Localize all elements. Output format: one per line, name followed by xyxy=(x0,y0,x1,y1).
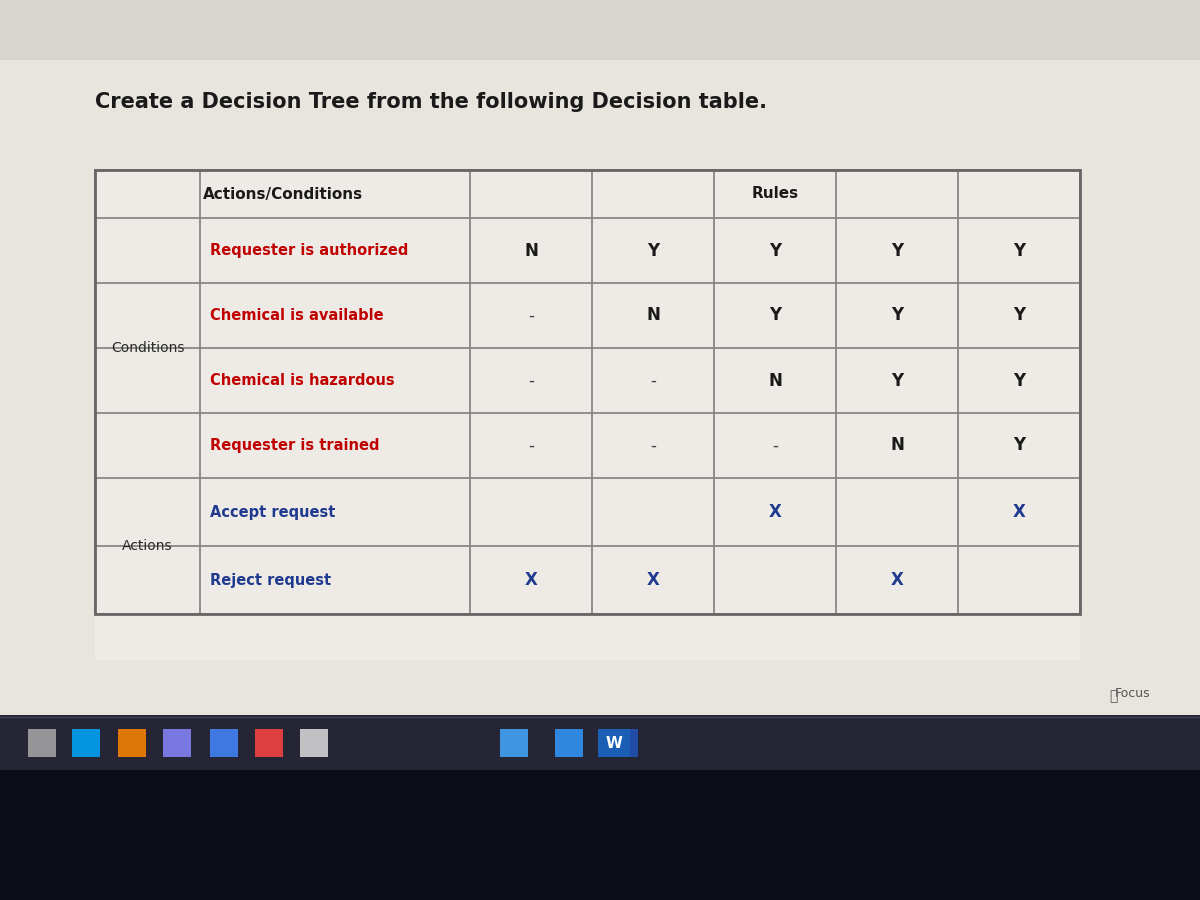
Text: Y: Y xyxy=(890,241,904,259)
Text: Chemical is available: Chemical is available xyxy=(210,308,384,323)
Text: -: - xyxy=(650,372,656,390)
Text: Y: Y xyxy=(1013,241,1025,259)
Bar xyxy=(210,729,238,757)
Bar xyxy=(554,729,583,757)
Bar xyxy=(300,729,328,757)
Bar xyxy=(0,845,1200,900)
Text: Rules: Rules xyxy=(751,186,798,202)
Text: -: - xyxy=(650,436,656,454)
Text: Y: Y xyxy=(890,372,904,390)
Text: X: X xyxy=(768,503,781,521)
Bar xyxy=(0,0,1200,770)
Text: Y: Y xyxy=(647,241,659,259)
Bar xyxy=(0,750,1200,850)
Text: Requester is authorized: Requester is authorized xyxy=(210,243,408,258)
Text: N: N xyxy=(524,241,538,259)
Text: ⎙: ⎙ xyxy=(1110,689,1118,703)
Text: -: - xyxy=(528,307,534,325)
Text: Y: Y xyxy=(769,307,781,325)
Text: N: N xyxy=(646,307,660,325)
Text: Actions/Conditions: Actions/Conditions xyxy=(203,186,362,202)
Text: Y: Y xyxy=(1013,307,1025,325)
Bar xyxy=(95,170,1080,660)
Text: X: X xyxy=(890,571,904,589)
Bar xyxy=(72,729,100,757)
Bar xyxy=(28,729,56,757)
Text: X: X xyxy=(647,571,660,589)
Bar xyxy=(0,0,1200,60)
Text: Y: Y xyxy=(1013,436,1025,454)
Bar xyxy=(0,770,1200,900)
Text: X: X xyxy=(524,571,538,589)
Text: -: - xyxy=(528,436,534,454)
Text: Y: Y xyxy=(890,307,904,325)
Text: Conditions: Conditions xyxy=(110,341,185,355)
Text: Focus: Focus xyxy=(1115,687,1150,700)
Text: X: X xyxy=(1013,503,1026,521)
Text: Accept request: Accept request xyxy=(210,505,335,519)
Bar xyxy=(610,729,638,757)
Text: Actions: Actions xyxy=(122,539,173,553)
Bar xyxy=(95,170,1080,614)
Bar xyxy=(0,715,1200,770)
Bar xyxy=(118,729,146,757)
Bar xyxy=(256,729,283,757)
Text: N: N xyxy=(768,372,782,390)
Text: Create a Decision Tree from the following Decision table.: Create a Decision Tree from the followin… xyxy=(95,92,767,112)
Bar xyxy=(0,749,1200,752)
Bar xyxy=(598,729,630,757)
Text: N: N xyxy=(890,436,904,454)
Bar xyxy=(163,729,191,757)
Text: -: - xyxy=(528,372,534,390)
Text: Y: Y xyxy=(1013,372,1025,390)
Bar xyxy=(500,729,528,757)
Text: Chemical is hazardous: Chemical is hazardous xyxy=(210,373,395,388)
Text: -: - xyxy=(772,436,778,454)
Text: Reject request: Reject request xyxy=(210,572,331,588)
Text: W: W xyxy=(606,735,623,751)
Text: Requester is trained: Requester is trained xyxy=(210,438,379,453)
Text: Y: Y xyxy=(769,241,781,259)
